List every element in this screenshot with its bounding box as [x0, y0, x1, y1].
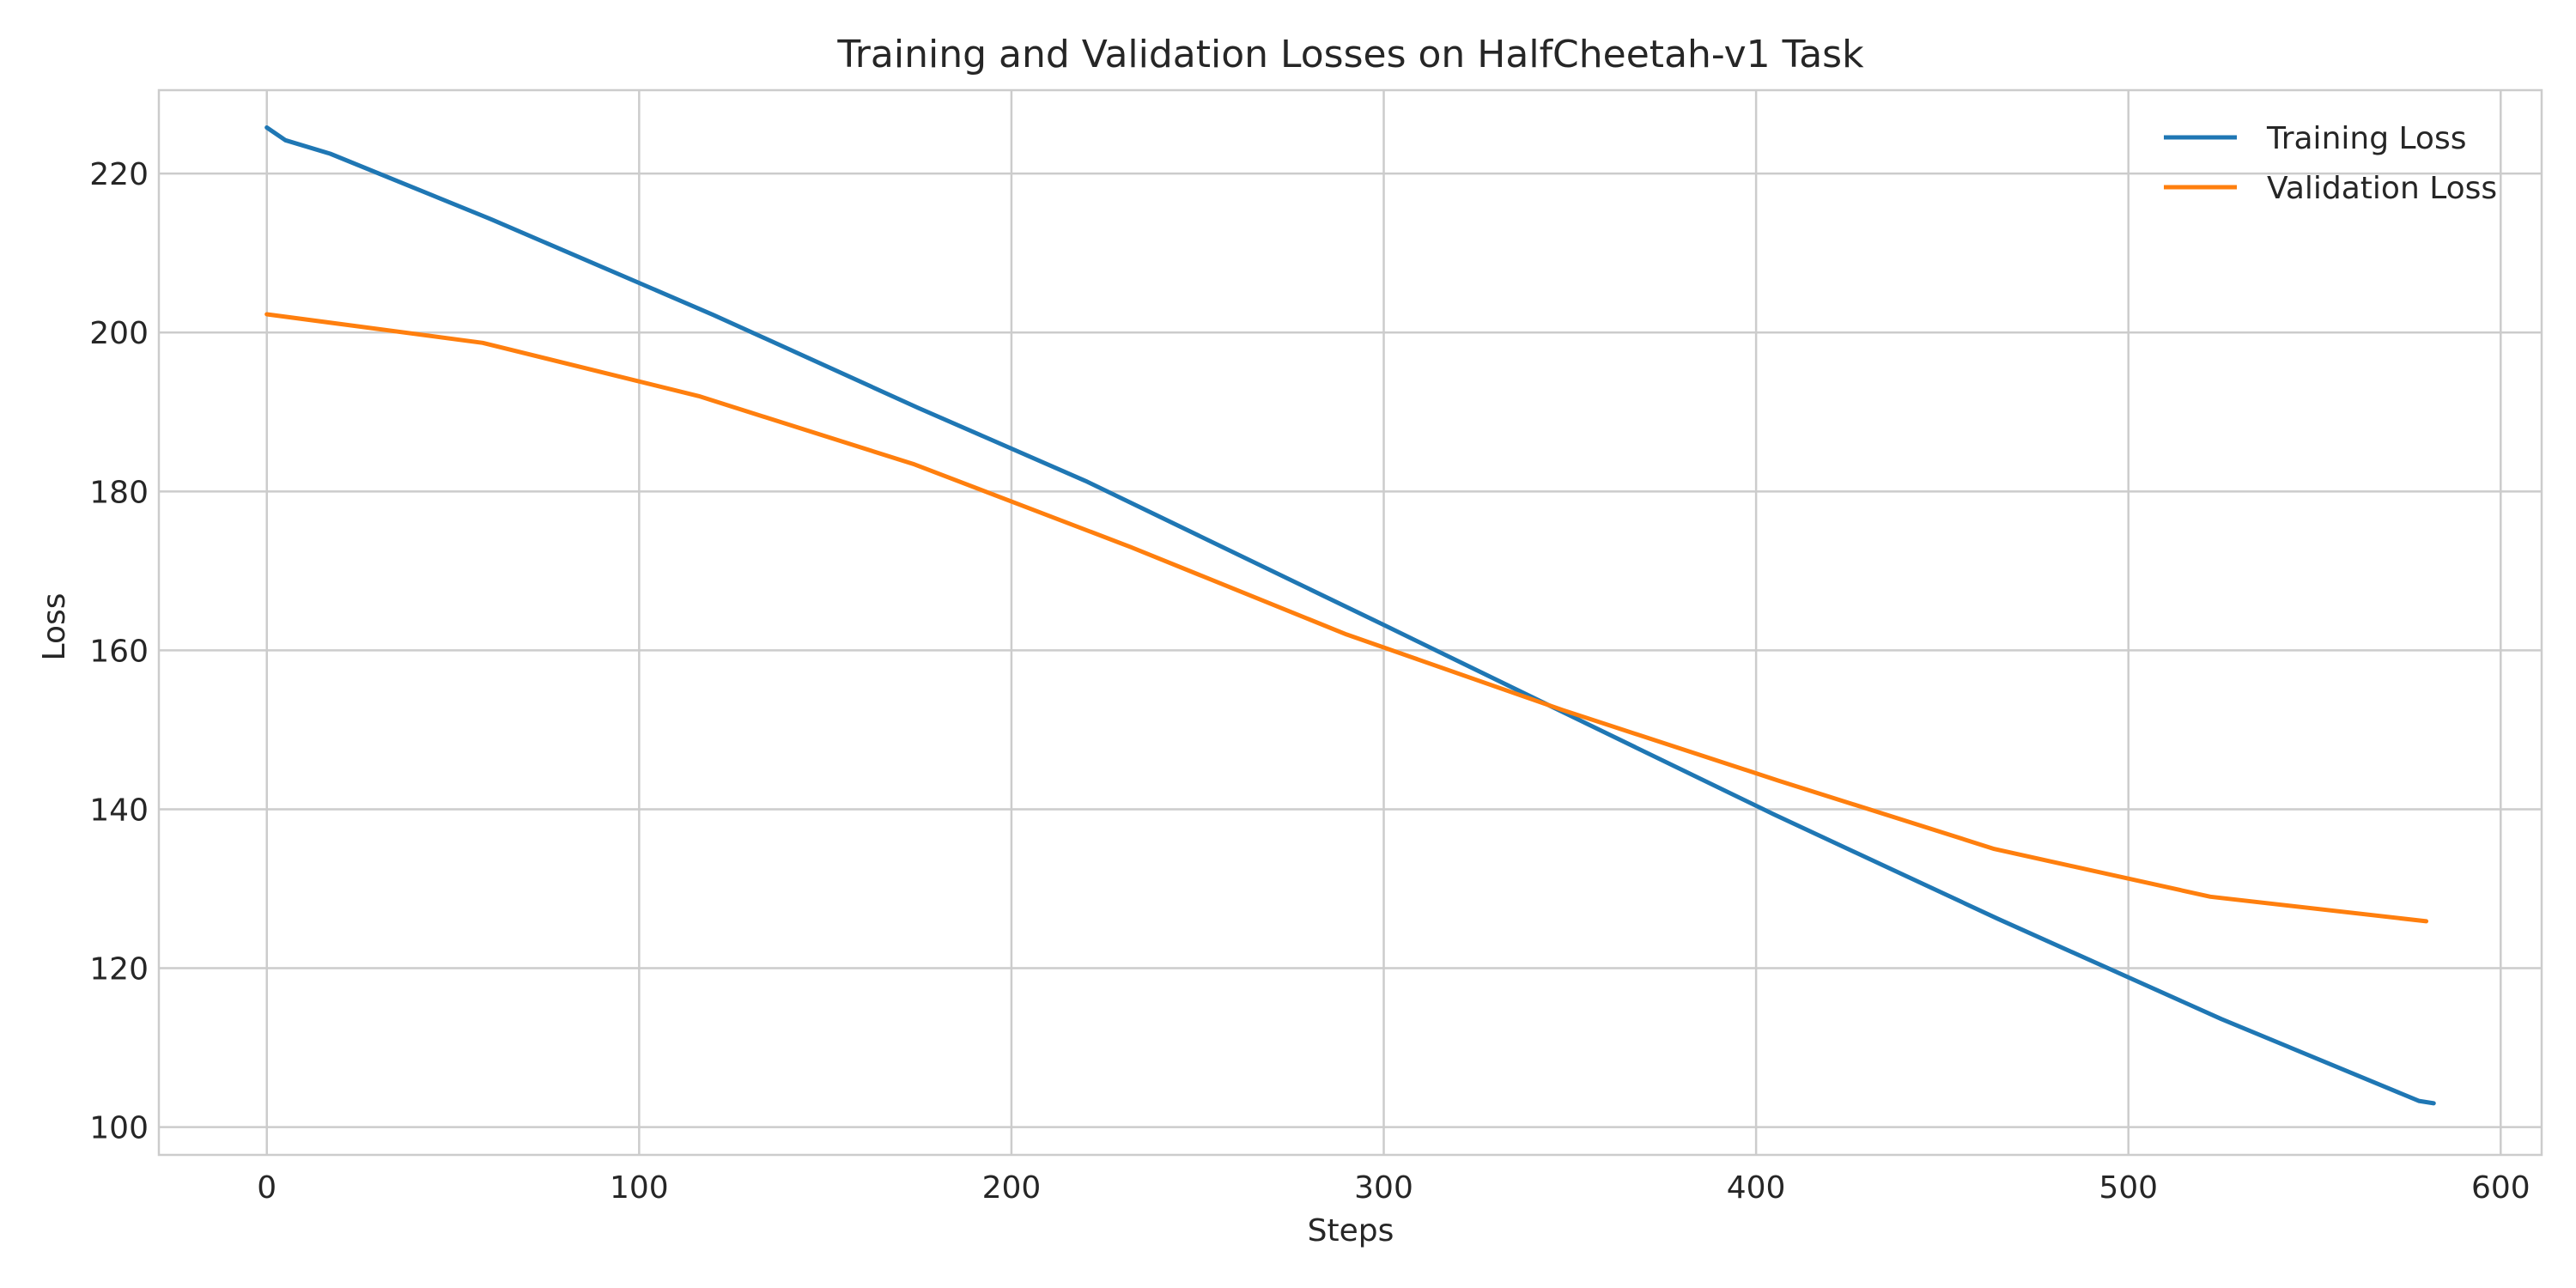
x-axis-label: Steps [1308, 1213, 1394, 1249]
x-tick-label: 400 [1727, 1170, 1786, 1206]
legend: Training Loss Validation Loss [2164, 121, 2497, 206]
series-line-training-loss [264, 125, 2436, 1106]
x-tick-label: 100 [610, 1170, 669, 1206]
series-layer [264, 125, 2436, 1106]
x-tick-label: 200 [982, 1170, 1042, 1206]
x-tick-label: 300 [1354, 1170, 1413, 1206]
y-tick-label: 160 [89, 634, 149, 669]
y-tick-label: 180 [89, 475, 149, 510]
series-line-validation-loss [264, 312, 2429, 924]
y-tick-label: 220 [89, 157, 149, 192]
chart-title: Training and Validation Losses on HalfCh… [836, 33, 1864, 76]
plot-frame [157, 88, 2543, 1157]
x-tick-label: 600 [2471, 1170, 2530, 1206]
x-tick-label: 0 [257, 1170, 276, 1206]
x-axis-ticks: 0 100 200 300 400 500 600 [257, 1170, 2530, 1206]
y-axis-ticks: 100 120 140 160 180 200 220 [89, 157, 149, 1145]
legend-label: Validation Loss [2267, 171, 2497, 206]
y-tick-label: 120 [89, 952, 149, 987]
y-tick-label: 200 [89, 316, 149, 351]
y-tick-label: 140 [89, 793, 149, 828]
y-axis-label: Loss [37, 593, 72, 661]
y-tick-label: 100 [89, 1111, 149, 1146]
legend-label: Training Loss [2266, 121, 2466, 156]
x-tick-label: 500 [2099, 1170, 2158, 1206]
grid [159, 90, 2542, 1155]
